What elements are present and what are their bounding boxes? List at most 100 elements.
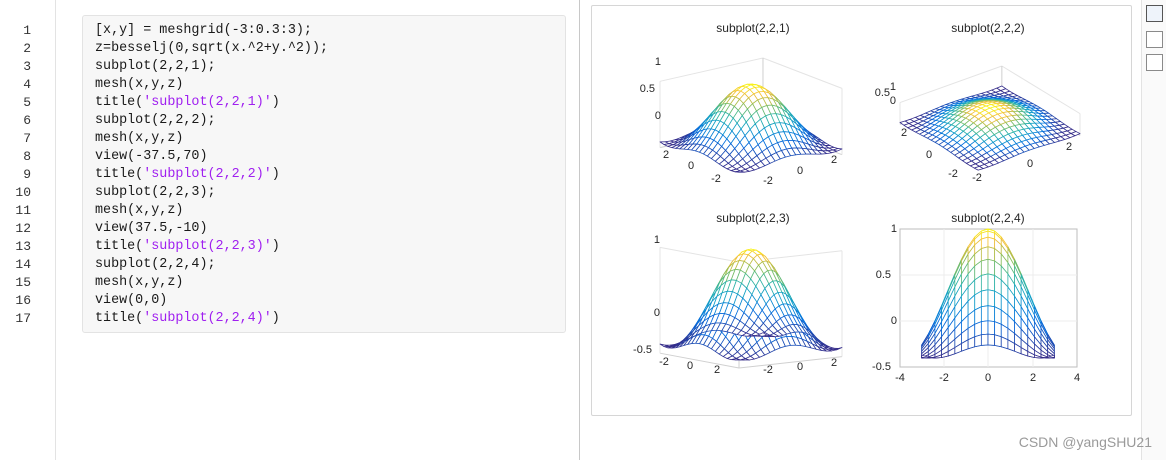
string-literal: 'subplot(2,2,1)': [143, 95, 272, 110]
subplot-title: subplot(2,2,3): [716, 211, 789, 225]
x-tick-label: 0: [797, 165, 803, 177]
code-line: title('subplot(2,2,2)'): [95, 166, 280, 184]
x-tick-label: -2: [763, 175, 773, 187]
mesh-cell: [980, 246, 989, 262]
code-text: [x,y] = meshgrid(-3:0.3:3);: [95, 23, 312, 38]
code-line: subplot(2,2,1);: [95, 58, 216, 76]
code-line: mesh(x,y,z): [95, 130, 183, 148]
mesh-cell: [1040, 356, 1049, 359]
mesh-cell: [987, 115, 998, 124]
mesh-cell: [980, 289, 989, 308]
code-line: subplot(2,2,2);: [95, 112, 216, 130]
mesh-surface: [899, 85, 1081, 171]
z-tick-label: 0: [655, 110, 661, 122]
line-number: 9: [23, 167, 31, 182]
mesh-cell: [974, 321, 982, 338]
code-text: view(0,0): [95, 293, 168, 308]
axes-edge: [899, 65, 1003, 104]
z-tick-label: 1: [655, 56, 661, 68]
line-number: 13: [15, 239, 31, 254]
code-text: z=besselj(0,sqrt(x.^2+y.^2));: [95, 41, 329, 56]
y-tick-label: 2: [901, 127, 907, 139]
z-tick-label: -0.5: [633, 344, 652, 356]
line-number: 4: [23, 77, 31, 92]
code-line: mesh(x,y,z): [95, 202, 183, 220]
z-tick-label: 0.5: [876, 269, 891, 281]
line-number: 10: [15, 185, 31, 200]
line-number: 5: [23, 95, 31, 110]
y-tick-label: -2: [711, 173, 721, 185]
code-line: title('subplot(2,2,1)'): [95, 94, 280, 112]
mesh-surface: [659, 248, 843, 361]
output-right-button[interactable]: [1146, 5, 1163, 22]
mesh-surface: [921, 228, 1055, 359]
mesh-cell: [987, 333, 996, 346]
x-tick-label: 2: [831, 154, 837, 166]
code-line: z=besselj(0,sqrt(x.^2+y.^2));: [95, 40, 328, 58]
code-line: view(0,0): [95, 292, 167, 310]
z-tick-label: 0: [891, 315, 897, 327]
text-output-button[interactable]: [1146, 54, 1163, 71]
x-tick-label: 0: [797, 361, 803, 373]
line-number: 7: [23, 131, 31, 146]
z-tick-label: -0.5: [872, 361, 891, 373]
mesh-cell: [1047, 354, 1055, 359]
line-number: 17: [15, 311, 31, 326]
z-tick-label: 0.5: [640, 83, 655, 95]
subplot-title: subplot(2,2,2): [951, 21, 1024, 35]
y-tick-label: 0: [687, 360, 693, 372]
output-inline-button[interactable]: [1146, 31, 1163, 48]
y-tick-label: -2: [659, 356, 669, 368]
x-tick-label: 2: [1030, 372, 1036, 384]
subplot: subplot(2,2,1) 1 0.5 0 2 0 -2 -2 0 2: [640, 21, 843, 187]
code-text: ): [271, 311, 280, 326]
code-text: title(: [95, 95, 144, 110]
output-toolbar: [1141, 0, 1166, 460]
code-text: mesh(x,y,z): [95, 131, 184, 146]
code-text: view(-37.5,70): [95, 149, 208, 164]
line-number: 6: [23, 113, 31, 128]
mesh-cell: [980, 273, 989, 292]
subplot: subplot(2,2,3) 1 0 -0.5 -2 0 2 -2 0 2: [633, 211, 843, 376]
code-line: view(37.5,-10): [95, 220, 208, 238]
x-tick-label: 0: [1027, 158, 1033, 170]
line-number: 2: [23, 41, 31, 56]
axes-edge: [762, 57, 843, 89]
mesh-cell: [927, 356, 936, 359]
string-literal: 'subplot(2,2,3)': [143, 239, 272, 254]
code-line: mesh(x,y,z): [95, 76, 183, 94]
x-tick-label: -2: [939, 372, 949, 384]
code-line: [x,y] = meshgrid(-3:0.3:3);: [95, 22, 312, 40]
line-number: 12: [15, 221, 31, 236]
code-text: mesh(x,y,z): [95, 275, 184, 290]
code-line: title('subplot(2,2,4)'): [95, 310, 280, 328]
code-text: subplot(2,2,2);: [95, 113, 216, 128]
z-tick-label: 1: [891, 223, 897, 235]
x-tick-label: -2: [763, 364, 773, 376]
line-number: 1: [23, 23, 31, 38]
code-text: subplot(2,2,1);: [95, 59, 216, 74]
line-number: 11: [15, 203, 31, 218]
mesh-cell: [973, 165, 984, 171]
code-block[interactable]: [82, 15, 566, 333]
x-tick-label: 2: [831, 357, 837, 369]
code-text: mesh(x,y,z): [95, 203, 184, 218]
mesh-cell: [987, 273, 996, 292]
z-tick-label: 1: [890, 81, 896, 93]
z-tick-label: 1: [654, 234, 660, 246]
axes-edge: [659, 352, 740, 369]
code-text: ): [271, 239, 280, 254]
axes-edge: [659, 246, 740, 263]
y-tick-label: 2: [714, 364, 720, 376]
z-tick-label: 0: [654, 307, 660, 319]
mesh-cell: [987, 320, 996, 336]
line-gutter: [0, 0, 56, 460]
mesh-cell: [994, 334, 1002, 348]
string-literal: 'subplot(2,2,2)': [143, 167, 272, 182]
x-tick-label: 0: [985, 372, 991, 384]
x-tick-label: 2: [1066, 141, 1072, 153]
mesh-cell: [734, 170, 745, 173]
code-text: subplot(2,2,4);: [95, 257, 216, 272]
line-number: 14: [15, 257, 31, 272]
